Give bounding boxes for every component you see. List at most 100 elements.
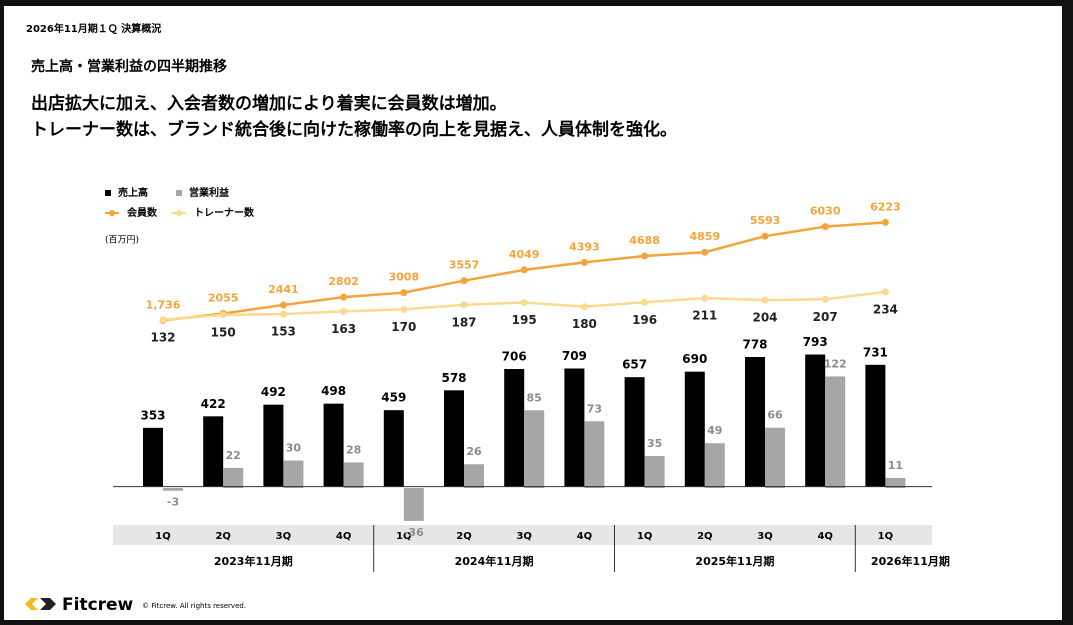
section-title: 売上高・営業利益の四半期推移 (31, 58, 227, 75)
legend-label: 会員数 (127, 206, 158, 219)
data-label: 690 (682, 352, 707, 366)
data-label: 5593 (750, 214, 781, 227)
x-tick-label: 1Q (637, 531, 652, 542)
data-label: 3557 (449, 259, 480, 272)
data-label: 35 (647, 437, 662, 450)
data-label: 122 (824, 357, 847, 370)
data-label: 28 (346, 443, 361, 456)
legend-label: トレーナー数 (194, 206, 255, 219)
x-tick-label: 4Q (817, 531, 832, 542)
data-label: 2441 (268, 283, 299, 296)
period-label: 2024年11月期 (455, 554, 534, 568)
point (460, 301, 468, 309)
data-label: 66 (767, 409, 783, 422)
point (821, 223, 829, 231)
bar (444, 390, 464, 487)
data-label: 706 (502, 350, 527, 364)
x-tick-label: 4Q (336, 531, 351, 542)
bar (624, 377, 645, 487)
x-tick-label: 3Q (757, 531, 772, 542)
bar (745, 357, 765, 487)
bar (644, 456, 665, 488)
data-label: 30 (286, 442, 302, 455)
data-label: 163 (331, 322, 356, 336)
data-label: 132 (150, 330, 175, 344)
point (761, 232, 769, 240)
legend-label: 売上高 (118, 186, 148, 199)
data-label: 4688 (629, 234, 660, 247)
bar (825, 376, 846, 488)
data-label: 6223 (870, 200, 901, 213)
data-label: 2802 (328, 275, 359, 288)
data-label: 2055 (208, 291, 239, 304)
bar (223, 467, 244, 488)
bar (163, 488, 183, 491)
legend-swatch (105, 190, 111, 196)
bar (564, 368, 585, 487)
data-label: 234 (873, 302, 898, 316)
point (761, 296, 769, 304)
headline: トレーナー数は、ブランド統合後に向けた稼働率の向上を見据え、人員体制を強化。 (31, 119, 677, 140)
bar (263, 404, 284, 487)
point (219, 311, 227, 319)
x-tick-label: 4Q (577, 531, 592, 542)
point (580, 258, 588, 266)
bar (343, 462, 364, 488)
period-label: 2025年11月期 (695, 554, 774, 568)
data-label: 73 (587, 402, 602, 415)
data-label: 422 (201, 397, 226, 411)
legend-swatch (176, 210, 182, 216)
bar (283, 460, 304, 488)
x-tick-label: 2Q (456, 531, 471, 542)
point (159, 316, 167, 324)
x-tick-label: 1Q (155, 531, 170, 542)
data-label: -3 (167, 496, 179, 509)
bar (524, 410, 545, 488)
bar (584, 421, 605, 488)
bar (865, 364, 886, 487)
point (701, 248, 709, 256)
doc-title: 2026年11月期１Ｑ 決算概況 (26, 22, 161, 35)
data-label: 731 (863, 345, 888, 359)
data-label: 207 (813, 310, 838, 324)
period-label: 2026年11月期 (871, 554, 950, 568)
x-tick-label: 2Q (697, 531, 712, 542)
data-label: 6030 (810, 205, 841, 218)
brand: Fitcrew (62, 595, 134, 615)
point (340, 307, 348, 315)
point (400, 289, 408, 297)
bar (403, 488, 424, 521)
data-label: 459 (381, 391, 406, 405)
point (400, 305, 408, 313)
point (520, 299, 528, 307)
data-label: 11 (888, 459, 903, 472)
legend-swatch (176, 190, 182, 196)
bar (383, 410, 404, 487)
point (279, 301, 287, 309)
unit-label: (百万円) (105, 235, 139, 246)
data-label: -36 (404, 526, 424, 539)
point (460, 277, 468, 285)
bar (504, 369, 525, 487)
data-label: 49 (707, 424, 722, 437)
data-label: 578 (441, 371, 466, 385)
data-label: 1,736 (146, 298, 181, 311)
data-label: 150 (211, 325, 236, 339)
data-label: 4393 (569, 240, 600, 253)
data-label: 187 (451, 315, 476, 329)
point (701, 294, 709, 302)
point (641, 298, 649, 306)
bar (684, 371, 705, 487)
point (881, 288, 889, 296)
point (881, 218, 889, 226)
bar (203, 416, 224, 487)
data-label: 211 (692, 309, 717, 323)
category-band (113, 525, 932, 545)
data-label: 492 (261, 385, 286, 399)
bar (885, 477, 906, 488)
data-label: 3008 (388, 271, 419, 284)
point (641, 252, 649, 260)
bar (323, 403, 344, 487)
